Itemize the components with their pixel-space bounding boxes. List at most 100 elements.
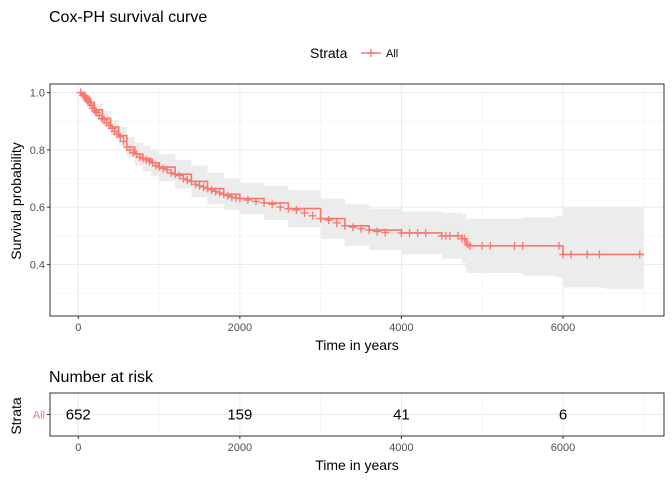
censor-mark — [167, 168, 176, 177]
censor-mark — [187, 177, 196, 186]
censor-mark — [595, 250, 604, 259]
censor-mark — [554, 241, 563, 250]
censor-mark — [195, 181, 204, 190]
censor-mark — [235, 194, 244, 203]
censor-mark — [373, 227, 382, 236]
y-tick-label: 0.4 — [30, 259, 45, 271]
censor-mark — [116, 132, 125, 141]
y-axis-ticks: 0.4 0.6 0.8 1.0 — [30, 88, 50, 271]
censor-mark — [292, 206, 301, 215]
chart-title: Cox-PH survival curve — [49, 9, 207, 26]
risk-x-tick-label: 2000 — [228, 442, 252, 454]
censor-mark — [348, 223, 357, 232]
risk-x-tick-label: 0 — [75, 442, 81, 454]
censor-mark — [211, 187, 220, 196]
y-tick-label: 0.6 — [30, 202, 45, 214]
censor-mark — [413, 228, 422, 237]
censor-mark — [453, 231, 462, 240]
survival-plot-panel: 0.4 0.6 0.8 1.0 0 2000 4000 6000 — [30, 83, 665, 334]
censor-mark — [155, 163, 164, 172]
censor-mark — [159, 164, 168, 173]
censor-mark — [171, 170, 180, 179]
risk-table-title: Number at risk — [49, 369, 154, 386]
censor-mark — [466, 241, 475, 250]
censor-mark — [260, 198, 269, 207]
censor-mark — [324, 216, 333, 225]
risk-count: 652 — [66, 407, 91, 424]
main-panel-border — [49, 83, 665, 317]
censor-mark — [284, 204, 293, 213]
risk-x-axis-ticks: 0 2000 4000 6000 — [75, 436, 575, 454]
legend-title: Strata — [310, 45, 348, 61]
x-tick-label: 0 — [75, 322, 81, 334]
censor-mark — [397, 228, 406, 237]
censor-mark — [223, 191, 232, 200]
censor-mark — [486, 241, 495, 250]
x-tick-label: 6000 — [551, 322, 575, 334]
censor-mark — [478, 241, 487, 250]
censor-mark — [583, 250, 592, 259]
censor-mark — [175, 171, 184, 180]
censor-mark — [199, 183, 208, 192]
censor-mark — [510, 241, 519, 250]
censor-mark — [191, 180, 200, 189]
censor-mark — [219, 190, 228, 199]
censor-mark — [215, 188, 224, 197]
censor-mark — [83, 97, 92, 106]
legend-key-all — [361, 49, 381, 57]
y-tick-label: 0.8 — [30, 145, 45, 157]
censor-mark — [163, 165, 172, 174]
censor-mark — [276, 203, 285, 212]
censor-mark — [357, 224, 366, 233]
risk-x-tick-label: 4000 — [389, 442, 413, 454]
censor-mark — [308, 211, 317, 220]
x-tick-label: 4000 — [389, 322, 413, 334]
censor-mark — [421, 228, 430, 237]
censor-mark — [635, 250, 644, 259]
censor-mark — [365, 226, 374, 235]
censor-mark — [203, 184, 212, 193]
censor-mark — [207, 185, 216, 194]
censor-mark — [567, 250, 576, 259]
censor-mark — [300, 208, 309, 217]
censor-mark — [268, 200, 277, 209]
risk-y-axis-title: Strata — [8, 397, 24, 435]
risk-strata-ticks: All — [33, 410, 50, 422]
censor-mark — [332, 218, 341, 227]
risk-values: 652 159 41 6 — [66, 407, 567, 424]
censor-mark — [405, 228, 414, 237]
censor-mark — [179, 174, 188, 183]
confidence-band-area — [78, 92, 644, 289]
censor-mark — [80, 91, 89, 100]
censor-mark — [243, 196, 252, 204]
censor-marks — [76, 88, 644, 259]
censor-mark — [445, 231, 454, 240]
legend: Strata All — [310, 45, 398, 61]
censor-mark — [381, 228, 390, 237]
censor-mark — [183, 175, 192, 184]
confidence-band — [78, 92, 644, 289]
risk-count: 6 — [559, 407, 567, 424]
censor-mark — [316, 214, 325, 223]
censor-mark — [340, 221, 349, 230]
censor-mark — [91, 107, 100, 116]
censor-mark — [559, 250, 568, 259]
censor-mark — [119, 137, 128, 146]
censor-mark — [227, 193, 236, 202]
risk-gridlines — [50, 393, 664, 436]
risk-table-panel: 652 159 41 6 All 0 2000 4000 6000 — [33, 392, 665, 454]
x-axis-title: Time in years — [315, 337, 399, 353]
x-axis-ticks: 0 2000 4000 6000 — [75, 316, 575, 334]
risk-count: 41 — [393, 407, 410, 424]
censor-mark — [460, 234, 469, 243]
x-tick-label: 2000 — [228, 322, 252, 334]
legend-label-all: All — [386, 48, 398, 60]
risk-count: 159 — [227, 407, 252, 424]
censor-mark — [518, 241, 527, 250]
y-axis-title: Survival probability — [8, 142, 24, 260]
risk-strata-label: All — [33, 410, 45, 422]
y-tick-label: 1.0 — [30, 88, 45, 100]
risk-x-axis-title: Time in years — [315, 457, 399, 473]
risk-x-tick-label: 6000 — [551, 442, 575, 454]
